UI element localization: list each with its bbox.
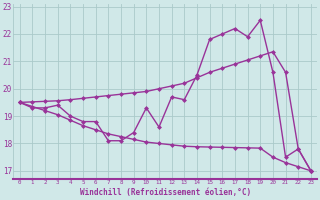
X-axis label: Windchill (Refroidissement éolien,°C): Windchill (Refroidissement éolien,°C) [80,188,251,197]
